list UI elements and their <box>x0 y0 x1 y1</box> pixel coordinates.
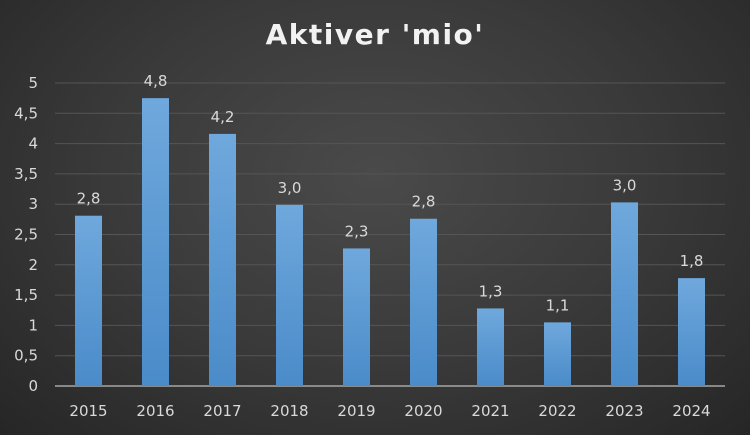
x-tick-label: 2018 <box>270 402 308 420</box>
x-tick-label: 2023 <box>605 402 643 420</box>
y-tick-label: 3 <box>28 195 38 213</box>
data-label: 1,3 <box>479 282 503 300</box>
chart-title: Aktiver 'mio' <box>265 18 485 51</box>
data-label: 2,8 <box>412 193 436 211</box>
y-tick-label: 2 <box>28 256 38 274</box>
data-label: 1,1 <box>546 296 570 314</box>
data-label: 3,0 <box>613 176 637 194</box>
x-tick-label: 2022 <box>538 402 576 420</box>
y-tick-label: 0,5 <box>14 347 38 365</box>
data-label: 2,3 <box>345 222 369 240</box>
x-tick-label: 2019 <box>337 402 375 420</box>
data-label: 2,8 <box>77 190 101 208</box>
bar <box>209 133 236 386</box>
y-tick-label: 4 <box>28 135 38 153</box>
y-tick-label: 0 <box>28 377 38 395</box>
x-tick-label: 2016 <box>136 402 174 420</box>
bar <box>142 98 169 387</box>
x-tick-label: 2020 <box>404 402 442 420</box>
bar <box>678 278 705 386</box>
data-label: 4,8 <box>144 72 168 90</box>
y-tick-label: 1,5 <box>14 286 38 304</box>
y-tick-label: 4,5 <box>14 104 38 122</box>
bar <box>410 218 437 386</box>
bar <box>75 215 102 386</box>
x-tick-label: 2021 <box>471 402 509 420</box>
x-tick-label: 2015 <box>69 402 107 420</box>
y-tick-label: 5 <box>28 74 38 92</box>
data-label: 1,8 <box>680 252 704 270</box>
bar <box>477 308 504 386</box>
y-tick-label: 2,5 <box>14 226 38 244</box>
y-tick-label: 1 <box>28 316 38 334</box>
bar <box>343 248 370 386</box>
x-tick-label: 2017 <box>203 402 241 420</box>
data-label: 3,0 <box>278 179 302 197</box>
x-tick-label: 2024 <box>672 402 710 420</box>
bar <box>276 204 303 386</box>
data-label: 4,2 <box>211 108 235 126</box>
bar <box>611 202 638 386</box>
y-tick-label: 3,5 <box>14 165 38 183</box>
bar <box>544 322 571 386</box>
